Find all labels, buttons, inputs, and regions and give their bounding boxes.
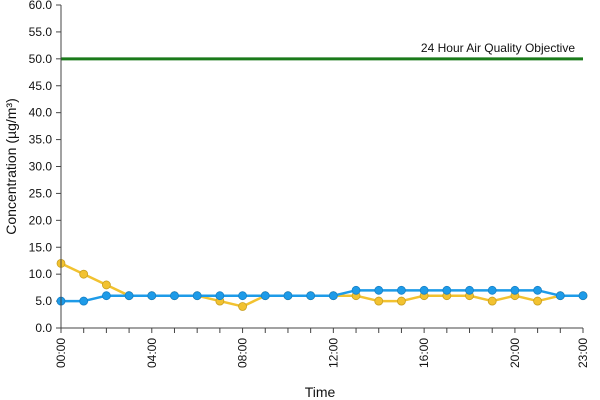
- data-point: [487, 285, 497, 295]
- data-point: [306, 291, 316, 301]
- data-point: [328, 291, 338, 301]
- data-point: [397, 285, 406, 295]
- data-point: [283, 291, 293, 301]
- data-point: [238, 291, 247, 301]
- data-point: [147, 291, 157, 301]
- x-tick-label: 16:00: [417, 338, 431, 368]
- data-point: [487, 296, 497, 306]
- series-group: [56, 258, 588, 311]
- x-tick-label: 20:00: [508, 338, 522, 368]
- y-tick-label: 30.0: [29, 160, 53, 174]
- x-tick-label: 00:00: [54, 338, 68, 368]
- data-point: [124, 291, 134, 301]
- data-point: [465, 285, 474, 295]
- data-point: [170, 291, 179, 301]
- y-tick-label: 10.0: [29, 267, 53, 281]
- data-point: [101, 280, 111, 290]
- data-point: [555, 291, 565, 301]
- x-axis-ticks: 00:00 04:00 08:00 12:00 16:00 20:00 23:00: [54, 328, 590, 368]
- data-point: [442, 285, 452, 295]
- series-line: [60, 262, 583, 308]
- data-point: [419, 285, 429, 295]
- y-axis-title: Concentration (µg/m³): [3, 98, 19, 234]
- data-point: [215, 291, 225, 301]
- data-point: [101, 291, 111, 301]
- y-tick-label: 15.0: [29, 240, 53, 254]
- y-tick-label: 5.0: [35, 294, 52, 308]
- y-tick-label: 25.0: [29, 186, 53, 200]
- y-tick-label: 40.0: [29, 106, 53, 120]
- data-point: [260, 291, 270, 301]
- data-point: [374, 285, 384, 295]
- reference-line-label: 24 Hour Air Quality Objective: [421, 41, 575, 55]
- x-axis-title: Time: [305, 384, 336, 400]
- data-point: [510, 285, 520, 295]
- data-point: [397, 296, 406, 306]
- data-point: [374, 296, 384, 306]
- data-point: [351, 285, 361, 295]
- y-tick-label: 35.0: [29, 133, 53, 147]
- data-point: [238, 302, 247, 311]
- x-tick-label: 04:00: [145, 338, 159, 368]
- x-tick-label: 12:00: [326, 338, 340, 368]
- y-tick-label: 55.0: [29, 25, 53, 39]
- y-tick-label: 50.0: [29, 52, 53, 66]
- data-point: [533, 296, 543, 306]
- y-tick-label: 0.0: [35, 321, 52, 335]
- data-point: [79, 296, 89, 306]
- x-tick-label: 23:00: [576, 338, 590, 368]
- data-point: [533, 285, 543, 295]
- series-line: [61, 289, 583, 303]
- y-tick-label: 60.0: [29, 0, 53, 12]
- data-point: [192, 291, 202, 301]
- x-tick-label: 08:00: [236, 338, 250, 368]
- data-point: [578, 291, 588, 301]
- y-tick-label: 45.0: [29, 79, 53, 93]
- y-axis-ticks: 0.0 5.0 10.0 15.0 20.0 25.0 30.0 35.0 40.0 45.0 50…: [29, 0, 61, 335]
- y-tick-label: 20.0: [29, 213, 53, 227]
- reference-line-group: 24 Hour Air Quality Objective: [61, 41, 583, 61]
- data-point: [79, 269, 89, 279]
